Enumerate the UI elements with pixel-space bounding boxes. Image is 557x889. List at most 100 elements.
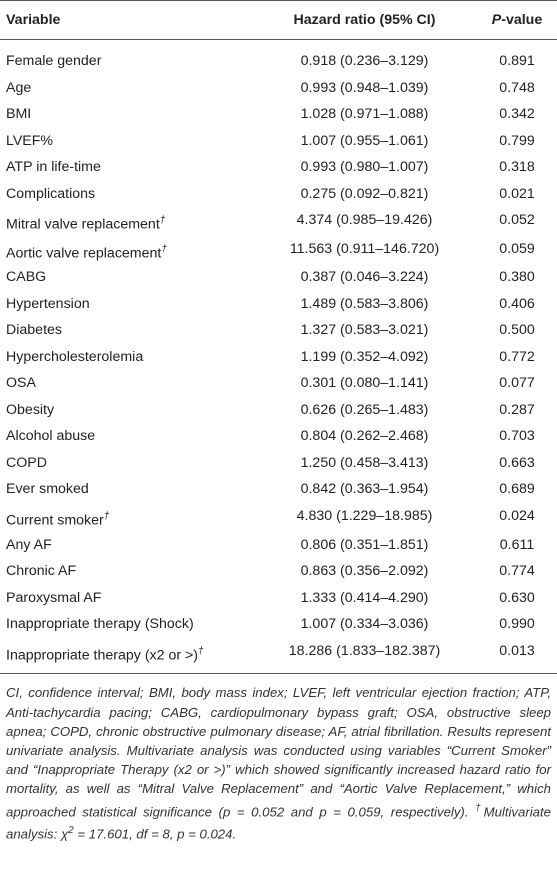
variable-cell: Inappropriate therapy (x2 or >)† <box>0 638 252 675</box>
hazard-ratio-cell: 0.626 (0.265–1.483) <box>300 401 429 418</box>
variable-note: † <box>161 243 167 255</box>
p-value-cell: 0.021 <box>499 185 535 202</box>
hazard-ratio-cell: 1.007 (0.334–3.036) <box>300 616 429 633</box>
table-row: Complications 0.275 (0.092–0.821) 0.021 <box>0 182 557 209</box>
variable-cell: Hypercholesterolemia <box>0 345 252 372</box>
table-row: Female gender 0.918 (0.236–3.129) 0.891 <box>0 40 557 76</box>
hazard-ratio-cell: 18.286 (1.833–182.387) <box>252 638 477 675</box>
header-p-symbol: P <box>491 12 502 28</box>
footnote-multivariate: Multivariate analysis: χ <box>6 804 552 842</box>
hazard-ratio-cell: 1.250 (0.458–3.413) <box>300 454 429 471</box>
variable-cell: LVEF% <box>0 129 252 156</box>
hazard-ratio-cell: 0.806 (0.351–1.851) <box>300 536 429 553</box>
p-value-cell: 0.059 <box>499 240 535 257</box>
variable-text: Alcohol abuse <box>6 428 96 445</box>
hazard-ratio-cell: 0.387 (0.046–3.224) <box>300 269 429 286</box>
table-row: BMI 1.028 (0.971–1.088) 0.342 <box>0 102 557 129</box>
table-row: Inappropriate therapy (x2 or >)† 18.286 (… <box>0 638 557 675</box>
footnote-stats: = 17.601, df = 8, p = 0.024. <box>73 826 237 842</box>
footnote: CI, confidence interval; BMI, body mass … <box>0 674 557 843</box>
table-row: Alcohol abuse 0.804 (0.262–2.468) 0.703 <box>0 424 557 451</box>
variable-cell: Ever smoked <box>0 477 252 504</box>
hazard-ratio-cell: 1.489 (0.583–3.806) <box>300 295 429 312</box>
variable-cell: Any AF <box>0 533 252 560</box>
table-row: CABG 0.387 (0.046–3.224) 0.380 <box>0 265 557 292</box>
p-value-cell: 0.689 <box>499 481 535 498</box>
variable-cell: BMI <box>0 102 252 129</box>
p-value-cell: 0.500 <box>499 322 535 339</box>
variable-text: Any AF <box>6 536 52 553</box>
hazard-ratio-cell: 0.842 (0.363–1.954) <box>300 481 429 498</box>
variable-text: Chronic AF <box>6 563 77 580</box>
variable-cell: CABG <box>0 265 252 292</box>
table-row: Hypercholesterolemia 1.199 (0.352–4.092) 0… <box>0 345 557 372</box>
table-row: Age 0.993 (0.948–1.039) 0.748 <box>0 76 557 103</box>
variable-note: † <box>159 215 166 226</box>
table-row: LVEF% 1.007 (0.955–1.061) 0.799 <box>0 129 557 156</box>
variable-text: Aortic valve replacement <box>6 245 162 262</box>
variable-cell: Chronic AF <box>0 559 252 586</box>
p-value-cell: 0.380 <box>499 269 535 286</box>
table-row: OSA 0.301 (0.080–1.141) 0.077 <box>0 371 557 398</box>
table-row: Mitral valve replacement† 4.374 (0.985–19… <box>0 208 557 237</box>
hazard-ratio-cell: 1.007 (0.955–1.061) <box>300 132 429 149</box>
footnote-text: CI, confidence interval; BMI, body mass … <box>6 685 551 820</box>
p-value-cell: 0.342 <box>499 106 535 122</box>
variable-text: BMI <box>6 106 32 122</box>
hazard-ratio-cell: 0.275 (0.092–0.821) <box>300 185 429 202</box>
variable-text: Diabetes <box>6 322 62 339</box>
variable-text: Hypertension <box>6 295 90 312</box>
hazard-ratio-cell: 0.993 (0.948–1.039) <box>300 79 429 96</box>
p-value-cell: 0.024 <box>499 507 535 524</box>
table-row: Hypertension 1.489 (0.583–3.806) 0.406 <box>0 292 557 319</box>
hazard-ratio-cell: 4.830 (1.229–18.985) <box>296 507 433 524</box>
header-cell: P-value <box>477 0 557 40</box>
variable-text: Inappropriate therapy (Shock) <box>6 616 194 633</box>
footnote-exponent: 2 <box>68 825 74 837</box>
table-row: Current smoker† 4.830 (1.229–18.985) 0.024 <box>0 504 557 533</box>
variable-cell: Complications <box>0 182 252 209</box>
p-value-cell: 0.013 <box>477 638 557 675</box>
header-p-rest: -value <box>501 12 543 28</box>
variable-text: CABG <box>6 269 47 286</box>
header-row: Variable Hazard ratio (95% CI) P-value <box>0 0 557 40</box>
table-row: Diabetes 1.327 (0.583–3.021) 0.500 <box>0 318 557 345</box>
p-value-cell: 0.630 <box>499 589 535 606</box>
p-value-cell: 0.774 <box>499 563 535 580</box>
header-cell: Hazard ratio (95% CI) <box>252 0 477 40</box>
table-row: Ever smoked 0.842 (0.363–1.954) 0.689 <box>0 477 557 504</box>
variable-cell: Diabetes <box>0 318 252 345</box>
hazard-ratio-cell: 1.333 (0.414–4.290) <box>300 589 429 606</box>
table-body: Female gender 0.918 (0.236–3.129) 0.891 Age… <box>0 40 557 675</box>
variable-cell: Female gender <box>0 40 252 76</box>
table-row: ATP in life-time 0.993 (0.980–1.007) 0.318 <box>0 155 557 182</box>
p-value-cell: 0.703 <box>499 428 535 445</box>
variable-cell: Current smoker† <box>0 504 252 533</box>
variable-cell: Inappropriate therapy (Shock) <box>0 612 252 639</box>
p-value-cell: 0.287 <box>499 401 535 418</box>
hazard-ratio-cell: 1.199 (0.352–4.092) <box>300 348 429 365</box>
variable-text: Inappropriate therapy (x2 or >) <box>6 647 199 664</box>
p-value-cell: 0.052 <box>499 212 535 228</box>
hazard-ratio-cell: 0.918 (0.236–3.129) <box>300 53 429 69</box>
variable-note: † <box>198 645 204 657</box>
hazard-ratio-cell: 11.563 (0.911–146.720) <box>289 240 440 257</box>
header-cell: Variable <box>0 0 252 40</box>
footnote-dagger: † <box>475 802 484 814</box>
variable-text: Mitral valve replacement <box>6 216 160 233</box>
variable-cell: Aortic valve replacement† <box>0 237 252 266</box>
p-value-cell: 0.406 <box>499 295 535 312</box>
p-value-cell: 0.799 <box>499 132 535 149</box>
table-row: COPD 1.250 (0.458–3.413) 0.663 <box>0 451 557 478</box>
hazard-ratio-cell: 1.028 (0.971–1.088) <box>300 106 429 122</box>
variable-text: LVEF% <box>6 132 54 149</box>
variable-cell: Obesity <box>0 398 252 425</box>
variable-cell: Alcohol abuse <box>0 424 252 451</box>
variable-text: Obesity <box>6 401 55 418</box>
p-value-cell: 0.611 <box>499 536 535 553</box>
hazard-ratio-cell: 4.374 (0.985–19.426) <box>296 212 433 228</box>
hazard-ratio-cell: 1.327 (0.583–3.021) <box>300 322 429 339</box>
variable-cell: Age <box>0 76 252 103</box>
hazard-ratio-cell: 0.301 (0.080–1.141) <box>300 375 429 392</box>
